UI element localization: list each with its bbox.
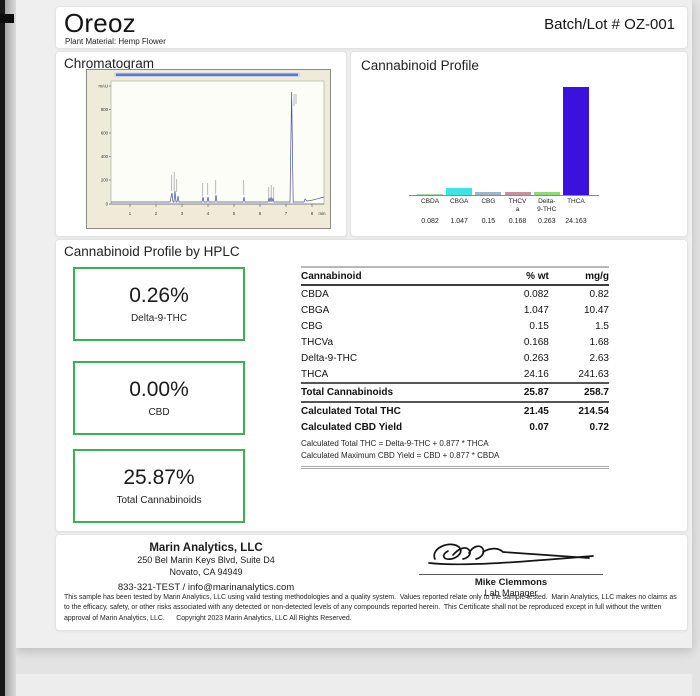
highlight-box-cbd: 0.00% CBD [73,361,245,435]
table-column-header: % wt [499,266,549,286]
table-row: Calculated CBD Yield 0.07 0.72 [301,421,609,433]
svg-text:6: 6 [259,211,262,216]
lab-info-block: Marin Analytics, LLC 250 Bel Marin Keys … [56,542,356,593]
bar-label: CBG [481,198,496,205]
bar-CBGA [446,188,473,195]
svg-text:800: 800 [101,107,109,112]
svg-text:400: 400 [101,154,109,159]
chromatogram-trace [111,91,325,203]
chromatogram-y-axis: mAU 800 600 400 200 0 [98,84,108,207]
bar-chart-categories: CBDA CBGA CBG THCV a Delta- 9-THC THCA [417,198,589,214]
highlight-box-delta9thc: 0.26% Delta-9-THC [73,267,245,341]
signature-block: Mike Clemmons Lab Manager [411,537,611,598]
svg-text:600: 600 [101,131,109,136]
table-row: THCVa 0.168 1.68 [301,336,609,348]
cannabinoid-table-wrap: Cannabinoid% wt mg/g CBDA 0.082 0.82 CBGA 1.0… [301,266,609,469]
hplc-card: Cannabinoid Profile by HPLC 0.26% Delta-… [55,239,688,532]
svg-text:3: 3 [181,211,184,216]
photo-bottom-band [16,674,692,696]
cannabinoid-profile-title: Cannabinoid Profile [361,58,479,73]
bar-THCVa [504,192,531,195]
peak-label-smudges [171,94,297,198]
table-row: Calculated Total THC 21.45 214.54 [301,405,609,417]
plant-material-label: Plant Material: Hemp Flower [65,37,166,46]
batch-lot-label: Batch/Lot # OZ-001 [544,16,675,33]
photo-edge-shadow [5,0,16,696]
lab-address-line1: 250 Bel Marin Keys Blvd, Suite D4 [137,555,275,565]
signer-name: Mike Clemmons [474,577,548,588]
bar-value: 0.082 [421,218,439,225]
footer-card: Marin Analytics, LLC 250 Bel Marin Keys … [55,534,688,631]
highlight-label: CBD [148,407,170,418]
table-footnotes: Calculated Total THC = Delta-9-THC + 0.8… [301,435,609,469]
signer-title: Lab Manager [484,588,538,598]
bar-chart-values: 0.082 1.047 0.15 0.168 0.263 24.163 [417,218,589,225]
svg-text:4: 4 [207,211,210,216]
cannabinoid-table: Cannabinoid% wt mg/g CBDA 0.082 0.82 CBGA 1.0… [301,266,609,435]
hplc-title: Cannabinoid Profile by HPLC [64,244,240,259]
svg-text:1: 1 [129,211,132,216]
chromatogram-x-axis: 1 2 3 4 5 6 7 8 min [129,211,326,216]
header-card: Oreoz Plant Material: Hemp Flower Batch/… [55,6,688,49]
footnote: Calculated Maximum CBD Yield = CBD + 0.8… [301,450,500,460]
bar-label: CBGA [449,198,469,205]
table-row: CBGA 1.047 10.47 [301,304,609,316]
highlight-label: Total Cannabinoids [116,495,202,506]
svg-text:200: 200 [101,178,109,183]
chromatogram-card: Chromatogram mAU 800 600 400 200 0 1 2 3 4 5 6 7 8 mi… [55,51,347,237]
highlight-value: 25.87% [123,466,195,489]
cannabinoid-profile-card: Cannabinoid Profile CBDA CBGA CBG THCV a Delt… [350,51,688,237]
disclaimer-text: This sample has been tested by Marin Ana… [64,594,679,622]
table-column-header: mg/g [548,266,609,286]
highlight-label: Delta-9-THC [130,313,188,324]
table-row: Total Cannabinoids 25.87 258.7 [301,382,609,403]
lab-address-line2: Novato, CA 94949 [169,567,243,578]
bar-value: 0.15 [481,218,496,225]
bar-value: 24.163 [565,218,587,225]
svg-text:2: 2 [155,211,158,216]
bar-Delta-9-THC [533,192,560,195]
bar-label: Delta- 9-THC [537,198,557,213]
table-row: THCA 24.16 241.63 [301,368,609,380]
bar-chart-bars [417,87,589,195]
svg-text:7: 7 [285,211,288,216]
highlight-value: 0.26% [129,284,189,307]
bar-label: THCV a [508,198,527,213]
bar-value: 0.263 [537,218,556,225]
svg-text:mAU: mAU [98,84,108,89]
bar-value: 0.168 [508,218,527,225]
table-header-row: Cannabinoid% wt mg/g [301,266,609,286]
bar-CBDA [417,194,443,195]
photo-edge-artifact [0,0,5,696]
svg-text:5: 5 [233,211,236,216]
lab-name: Marin Analytics, LLC [149,542,263,554]
table-row: CBDA 0.082 0.82 [301,288,609,300]
photo-corner-mark [0,14,14,23]
lab-contact: 833-321-TEST / info@marinanalytics.com [117,582,295,594]
bar-value: 1.047 [450,218,468,225]
table-row: CBG 0.15 1.5 [301,320,609,332]
product-title: Oreoz [64,8,136,38]
signature-line [419,574,603,575]
chromatogram-title: Chromatogram [64,56,155,71]
bar-CBG [475,192,502,195]
highlight-box-total-cannabinoids: 25.87% Total Cannabinoids [73,449,245,523]
chromatogram-chart: mAU 800 600 400 200 0 1 2 3 4 5 6 7 8 min [86,69,331,229]
bar-label: CBDA [420,198,440,205]
bar-chart-axis [409,195,599,196]
svg-text:0: 0 [106,202,109,207]
table-column-header: Cannabinoid [301,266,500,286]
svg-text:min: min [319,211,327,216]
signature-image [428,543,594,566]
bar-label: THCA [567,198,585,205]
table-row: Delta-9-THC 0.263 2.63 [301,352,609,364]
svg-text:8: 8 [311,211,314,216]
footnote: Calculated Total THC = Delta-9-THC + 0.8… [301,438,489,448]
highlight-value: 0.00% [129,378,189,401]
bar-THCA [562,87,589,195]
